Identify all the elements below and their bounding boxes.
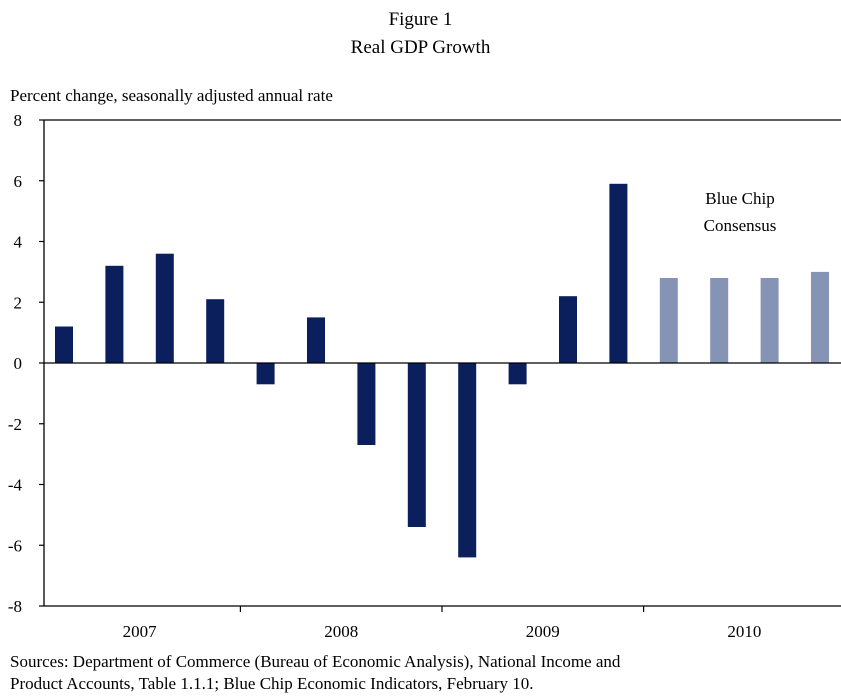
y-tick-label--6: -6 [8,536,22,555]
forecast-bar-2010Q1 [659,278,678,363]
figure-label: Figure 1 [388,9,453,30]
bar-2009Q4 [609,183,628,363]
bar-2008Q2 [307,317,325,363]
forecast-bar-2010Q2 [710,278,729,363]
y-tick-label-8: 8 [14,111,23,130]
bar-2007Q4 [206,299,225,363]
axes-group [39,119,841,612]
x-label-2008: 2008 [324,622,358,641]
labels-group: 8 6 4 2 0 -2 -4 -6 -8 2007 2008 2009 2010 Blue Chip Co… [8,111,777,641]
y-axis-label: Percent change, seasonally adjusted annu… [10,86,333,105]
bar-2009Q3 [559,296,577,363]
forecast-bar-2010Q3 [760,278,779,363]
sources-line-2: Product Accounts, Table 1.1.1; Blue Chip… [10,674,534,693]
y-tick-label--2: -2 [8,415,22,434]
x-label-2009: 2009 [526,622,560,641]
annotation-line-1: Blue Chip [705,189,774,208]
bar-2009Q2 [508,363,527,385]
y-tick-label--8: -8 [8,597,22,616]
bar-2009Q1 [458,363,477,558]
sources-line-1: Sources: Department of Commerce (Bureau … [10,652,621,671]
bars-group [55,183,829,558]
gdp-bar-chart: 8 6 4 2 0 -2 -4 -6 -8 2007 2008 2009 2010 Blue Chip Co… [8,111,841,641]
y-tick-label-0: 0 [14,354,23,373]
annotation-line-2: Consensus [704,216,777,235]
y-tick-label--4: -4 [8,476,23,495]
y-tick-label-4: 4 [14,233,23,252]
bar-2008Q4 [407,363,426,527]
y-tick-label-2: 2 [14,293,23,312]
sources-note: Sources: Department of Commerce (Bureau … [10,651,835,695]
x-label-2010: 2010 [727,622,761,641]
bar-2008Q3 [357,363,376,445]
bar-2007Q2 [105,265,124,363]
bar-2008Q1 [256,363,275,385]
y-tick-label-6: 6 [14,172,23,191]
bar-2007Q3 [155,253,174,363]
forecast-bar-2010Q4 [811,271,829,363]
bar-2007Q1 [55,326,73,363]
chart-title: Real GDP Growth [350,37,491,58]
x-label-2007: 2007 [123,622,158,641]
